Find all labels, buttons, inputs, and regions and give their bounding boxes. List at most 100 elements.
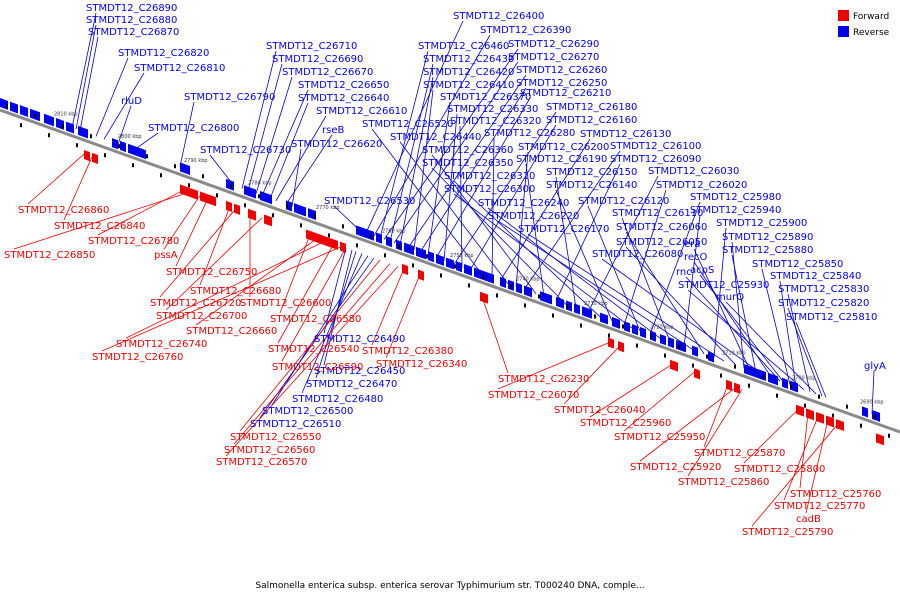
forward-gene-label: STMDT12_C26340 xyxy=(376,359,467,370)
label-leader-line xyxy=(225,266,399,457)
legend-reverse-label: Reverse xyxy=(853,28,890,38)
reverse-gene-block xyxy=(260,191,268,203)
label-leader-line xyxy=(743,409,799,464)
forward-gene-block xyxy=(84,150,90,162)
reverse-gene-block xyxy=(300,205,306,217)
backbone-mark xyxy=(202,174,204,179)
reverse-gene-label: era xyxy=(684,239,700,250)
reverse-gene-block xyxy=(624,321,630,333)
reverse-gene-label: STMDT12_C26160 xyxy=(546,115,637,126)
label-leader-line xyxy=(399,76,434,246)
forward-gene-label: STMDT12_C26760 xyxy=(92,352,183,363)
reverse-gene-block xyxy=(244,185,256,199)
label-leader-line xyxy=(787,307,823,397)
backbone-mark xyxy=(566,304,568,309)
forward-gene-label: STMDT12_C25960 xyxy=(580,418,671,429)
forward-gene-label: STMDT12_C26850 xyxy=(4,250,95,261)
reverse-gene-label: STMDT12_C26060 xyxy=(616,222,707,233)
reverse-gene-label: STMDT12_C26640 xyxy=(298,93,389,104)
backbone-mark xyxy=(272,213,274,218)
backbone-mark xyxy=(132,163,134,168)
label-leader-line xyxy=(795,321,827,398)
scale-tick-label: 2750 kbp xyxy=(450,253,474,259)
label-leader-line xyxy=(133,132,159,151)
backbone-mark xyxy=(650,334,652,339)
label-leader-line xyxy=(443,113,458,261)
label-leader-line xyxy=(703,384,729,448)
reverse-gene-block xyxy=(790,380,798,393)
reverse-gene-label: STMDT12_C26520 xyxy=(362,119,453,130)
reverse-gene-label: STMDT12_C26130 xyxy=(580,129,671,140)
backbone-mark xyxy=(664,353,666,358)
scale-tick-label: 2800 kbp xyxy=(118,134,142,140)
reverse-gene-block xyxy=(744,364,752,377)
forward-gene-block xyxy=(234,203,240,215)
reverse-gene-label: STMDT12_C26240 xyxy=(478,198,569,209)
label-leader-line xyxy=(277,243,335,344)
backbone-mark xyxy=(608,333,610,338)
backbone-mark xyxy=(258,194,260,199)
label-leader-line xyxy=(261,89,309,196)
reverse-gene-block xyxy=(180,162,190,175)
reverse-gene-block xyxy=(640,326,646,339)
backbone-mark xyxy=(804,403,806,408)
label-leader-line xyxy=(431,154,537,295)
backbone-mark xyxy=(860,423,862,428)
reverse-gene-label: STMDT12_C26460 xyxy=(418,41,509,52)
reverse-gene-label: STMDT12_C25820 xyxy=(778,298,869,309)
backbone-mark xyxy=(356,243,358,248)
backbone-mark xyxy=(6,104,8,109)
reverse-gene-label: STMDT12_C26270 xyxy=(508,52,599,63)
backbone-mark xyxy=(328,233,330,238)
label-leader-line xyxy=(269,102,309,199)
label-leader-line xyxy=(279,234,311,314)
backbone-mark xyxy=(398,244,400,249)
label-leader-line xyxy=(779,280,797,387)
label-leader-line xyxy=(625,246,737,366)
backbone-mark xyxy=(468,283,470,288)
backbone-mark xyxy=(678,344,680,349)
label-leader-line xyxy=(787,293,811,392)
backbone-mark xyxy=(636,343,638,348)
reverse-gene-label: STMDT12_C26820 xyxy=(118,48,209,59)
reverse-gene-label: STMDT12_C25940 xyxy=(690,205,781,216)
backbone-mark xyxy=(20,123,22,128)
label-leader-line xyxy=(555,189,613,322)
reverse-gene-label: STMDT12_C26260 xyxy=(516,65,607,76)
label-leader-line xyxy=(453,111,557,265)
reverse-gene-block xyxy=(416,246,426,260)
label-leader-line xyxy=(379,50,429,239)
reverse-gene-block xyxy=(566,300,572,312)
reverse-gene-block xyxy=(708,351,714,363)
label-leader-line xyxy=(175,198,209,267)
reverse-gene-label: STMDT12_C26650 xyxy=(298,80,389,91)
reverse-gene-label: STMDT12_C26620 xyxy=(291,139,382,150)
label-leader-line xyxy=(179,101,195,167)
label-leader-line xyxy=(101,245,343,352)
reverse-gene-label: STMDT12_C25840 xyxy=(770,271,861,282)
backbone-mark xyxy=(244,203,246,208)
reverse-gene-block xyxy=(404,242,414,256)
label-leader-line xyxy=(515,151,529,287)
backbone-mark xyxy=(510,284,512,289)
label-leader-line xyxy=(725,301,817,395)
legend-forward-swatch xyxy=(838,10,849,21)
backbone-mark xyxy=(76,143,78,148)
backbone-mark xyxy=(384,253,386,258)
forward-gene-label: STMDT12_C25800 xyxy=(734,464,825,475)
reverse-gene-label: STMDT12_C26510 xyxy=(250,419,341,430)
forward-gene-block xyxy=(480,291,488,304)
forward-gene-block xyxy=(208,194,216,207)
backbone-mark xyxy=(622,324,624,329)
forward-gene-label: STMDT12_C25870 xyxy=(694,448,785,459)
reverse-gene-block xyxy=(428,251,434,263)
reverse-gene-label: STMDT12_C26250 xyxy=(516,78,607,89)
label-leader-line xyxy=(275,115,327,201)
legend: Forward Reverse xyxy=(838,10,890,38)
reverse-gene-label: STMDT12_C26100 xyxy=(610,141,701,152)
forward-gene-block xyxy=(314,232,322,245)
scale-tick-label: 2780 kbp xyxy=(248,181,272,187)
scale-tick-label: 2770 kbp xyxy=(316,205,340,211)
label-leader-line xyxy=(385,274,421,359)
